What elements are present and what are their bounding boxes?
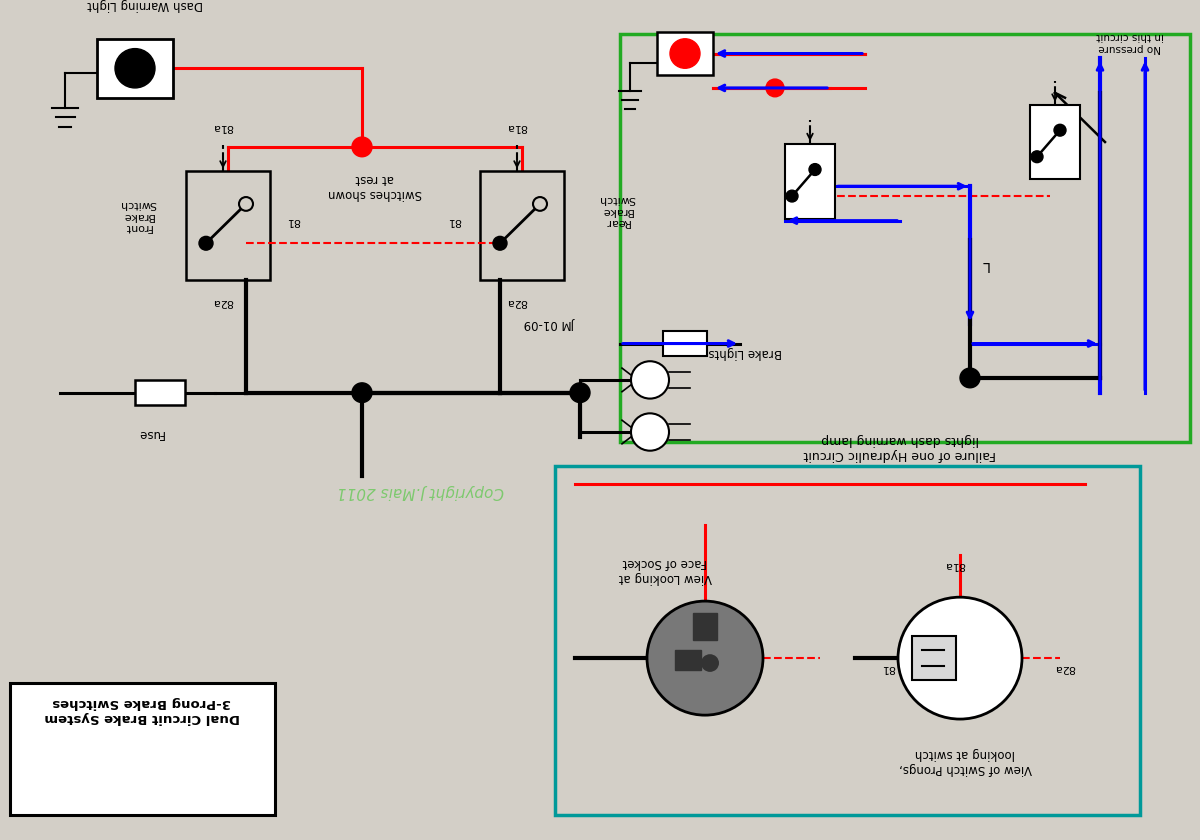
Circle shape — [960, 368, 980, 388]
Bar — [186, 171, 270, 280]
Circle shape — [766, 79, 784, 97]
Bar — [662, 331, 707, 356]
Text: 81: 81 — [881, 663, 895, 673]
Bar — [785, 144, 835, 218]
Circle shape — [199, 236, 214, 250]
Circle shape — [701, 654, 719, 672]
Circle shape — [533, 197, 547, 211]
Text: View of Switch Prongs,
looking at switch: View of Switch Prongs, looking at switch — [899, 748, 1032, 775]
Text: Rear
Brake
Switch: Rear Brake Switch — [599, 194, 636, 228]
Bar — [674, 650, 701, 670]
Bar — [97, 39, 173, 97]
Text: Copyright J.Mais 2011: Copyright J.Mais 2011 — [336, 484, 504, 498]
Text: 82a: 82a — [212, 297, 234, 307]
Circle shape — [1031, 151, 1043, 163]
Text: View Looking at
Face of Socket: View Looking at Face of Socket — [618, 555, 712, 584]
Circle shape — [570, 383, 590, 402]
Text: 81a: 81a — [506, 123, 528, 132]
Circle shape — [647, 601, 763, 715]
Circle shape — [670, 39, 700, 68]
Text: 81a: 81a — [944, 559, 966, 570]
Text: Failure of one Hydraulic Circuit
lights dash warning lamp: Failure of one Hydraulic Circuit lights … — [804, 433, 996, 461]
Circle shape — [115, 49, 155, 88]
Circle shape — [898, 597, 1022, 719]
Bar — [658, 32, 713, 75]
Circle shape — [631, 413, 670, 451]
Text: Dash Warning Light: Dash Warning Light — [88, 0, 203, 11]
Circle shape — [352, 137, 372, 157]
Text: 81: 81 — [446, 216, 461, 226]
Bar — [912, 637, 956, 680]
Text: JM 01-09: JM 01-09 — [524, 318, 576, 330]
Bar — [134, 380, 185, 406]
Text: Brake Lights: Brake Lights — [708, 346, 782, 359]
Bar — [620, 34, 1190, 442]
Text: Dual Circuit Brake System
3-Prong Brake Switches: Dual Circuit Brake System 3-Prong Brake … — [44, 696, 240, 724]
Circle shape — [809, 164, 821, 176]
Circle shape — [493, 236, 508, 250]
Circle shape — [786, 190, 798, 202]
Text: 82a: 82a — [506, 297, 528, 307]
Circle shape — [1054, 124, 1066, 136]
Circle shape — [631, 361, 670, 399]
Text: 82a: 82a — [1055, 663, 1075, 673]
Text: 81a: 81a — [212, 123, 234, 132]
Bar — [480, 171, 564, 280]
Text: L: L — [982, 258, 989, 272]
Text: Fuse: Fuse — [137, 428, 163, 440]
Circle shape — [352, 383, 372, 402]
Bar — [554, 466, 1140, 816]
Text: Switches shown
at rest: Switches shown at rest — [328, 172, 422, 200]
Bar — [10, 683, 275, 816]
Circle shape — [239, 197, 253, 211]
Text: Front
Brake
Switch: Front Brake Switch — [120, 199, 156, 233]
Text: 81: 81 — [286, 216, 300, 226]
Text: No pressure
in this circuit: No pressure in this circuit — [1096, 31, 1164, 53]
Bar — [694, 613, 718, 640]
Bar — [1030, 105, 1080, 180]
